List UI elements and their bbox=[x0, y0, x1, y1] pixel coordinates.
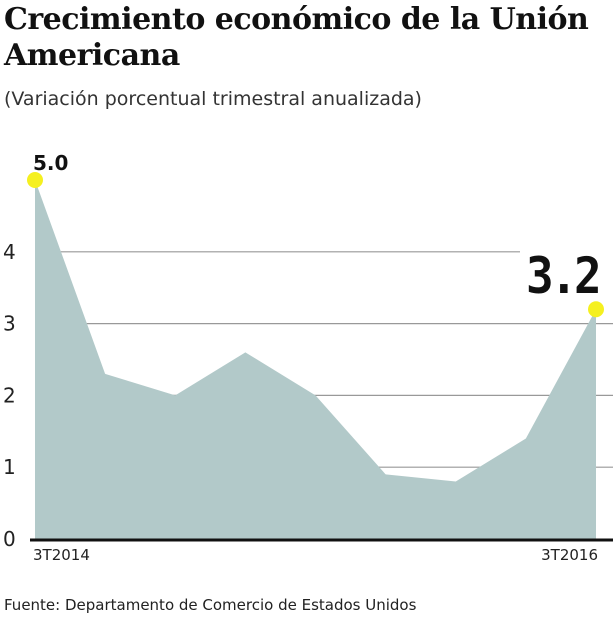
y-tick-label: 1 bbox=[3, 455, 16, 479]
annotation-label: 3.2 bbox=[526, 247, 598, 305]
highlight-marker bbox=[27, 172, 43, 188]
highlight-marker bbox=[588, 301, 604, 318]
x-tick-label: 3T2014 bbox=[33, 546, 90, 564]
y-tick-label: 0 bbox=[3, 527, 16, 551]
y-tick-label: 4 bbox=[3, 240, 16, 264]
y-tick-label: 3 bbox=[3, 312, 16, 336]
chart-title: Crecimiento económico de la Unión Americ… bbox=[4, 2, 589, 73]
area-series bbox=[35, 180, 596, 539]
source-note: Fuente: Departamento de Comercio de Esta… bbox=[4, 596, 417, 614]
y-tick-label: 2 bbox=[3, 383, 16, 407]
annotation-label: 5.0 bbox=[33, 151, 68, 175]
x-tick-label: 3T2016 bbox=[541, 546, 598, 564]
chart-subtitle: (Variación porcentual trimestral anualiz… bbox=[4, 88, 422, 110]
